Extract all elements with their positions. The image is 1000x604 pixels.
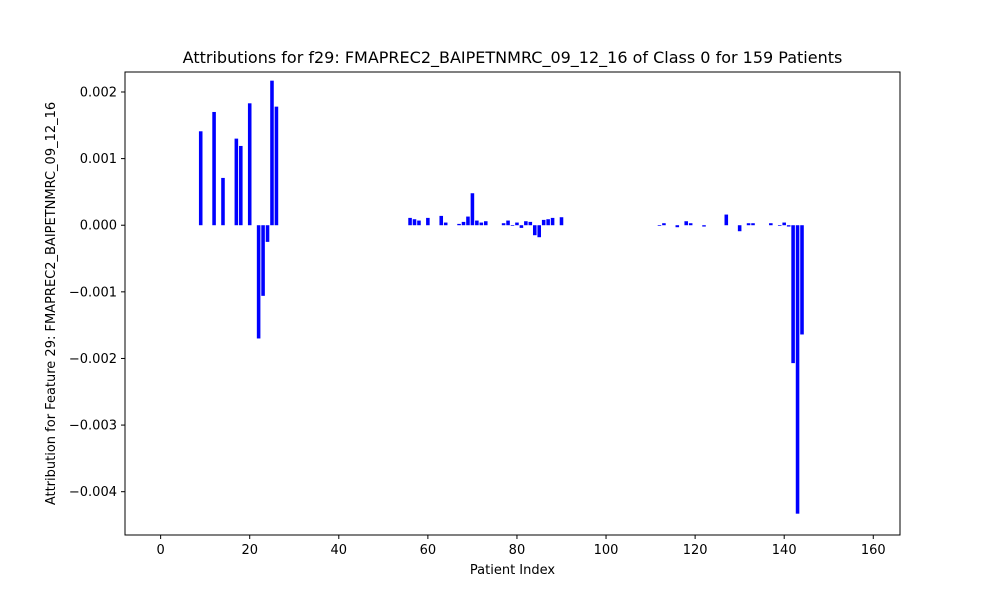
bar bbox=[800, 225, 804, 335]
y-tick-label: −0.004 bbox=[69, 485, 117, 500]
bar bbox=[265, 225, 270, 242]
bar bbox=[198, 131, 203, 226]
bar bbox=[412, 219, 417, 226]
bar bbox=[515, 222, 519, 226]
bar bbox=[546, 219, 550, 226]
bar bbox=[479, 222, 484, 226]
plot-frame bbox=[124, 71, 901, 536]
y-tick-label: 0.000 bbox=[80, 219, 117, 234]
bar bbox=[510, 225, 515, 226]
bar bbox=[408, 217, 412, 226]
bar bbox=[261, 225, 265, 296]
bar bbox=[737, 225, 742, 232]
bar bbox=[270, 80, 274, 226]
bar bbox=[724, 214, 729, 226]
bar bbox=[439, 215, 444, 226]
bar bbox=[782, 222, 786, 226]
x-tick-label: 80 bbox=[509, 543, 526, 558]
y-tick-label: 0.001 bbox=[80, 152, 117, 167]
bar bbox=[426, 217, 430, 226]
bar bbox=[769, 223, 773, 226]
bar bbox=[274, 106, 279, 226]
bar bbox=[795, 225, 800, 514]
x-tick-label: 160 bbox=[861, 543, 886, 558]
bar bbox=[524, 221, 528, 226]
bar bbox=[483, 221, 488, 226]
x-tick-label: 100 bbox=[594, 543, 619, 558]
bar bbox=[466, 216, 470, 226]
bar bbox=[457, 223, 461, 226]
y-tick-label: −0.003 bbox=[69, 419, 117, 434]
x-axis-label: Patient Index bbox=[470, 563, 555, 578]
bar bbox=[537, 225, 542, 238]
bar bbox=[470, 193, 475, 226]
bar bbox=[684, 221, 688, 226]
bar bbox=[221, 177, 225, 226]
bar bbox=[541, 219, 546, 226]
x-tick-label: 20 bbox=[241, 543, 258, 558]
y-tick-label: −0.002 bbox=[69, 352, 117, 367]
bar bbox=[550, 217, 555, 226]
bar bbox=[234, 138, 239, 226]
bar bbox=[532, 225, 537, 236]
bar bbox=[559, 217, 564, 226]
x-tick-label: 0 bbox=[156, 543, 164, 558]
bar bbox=[791, 225, 795, 364]
bar bbox=[675, 225, 680, 228]
x-tick-label: 140 bbox=[772, 543, 797, 558]
bar bbox=[519, 225, 524, 228]
bar bbox=[475, 220, 479, 226]
bars-group bbox=[198, 80, 804, 514]
x-tick-label: 120 bbox=[683, 543, 708, 558]
bar bbox=[751, 223, 755, 226]
bar bbox=[777, 225, 782, 226]
chart-title: Attributions for f29: FMAPREC2_BAIPETNMR… bbox=[183, 48, 843, 68]
x-tick-label: 60 bbox=[420, 543, 437, 558]
bar bbox=[212, 111, 216, 226]
bar bbox=[256, 225, 261, 339]
bar bbox=[501, 223, 506, 226]
bar bbox=[247, 103, 252, 226]
bar bbox=[239, 145, 243, 226]
y-tick-label: 0.002 bbox=[80, 85, 117, 100]
bar bbox=[662, 223, 666, 226]
bar bbox=[746, 223, 751, 226]
bar bbox=[786, 225, 791, 227]
x-axis: 0 20 40 60 80 100 120 140 160 bbox=[156, 535, 886, 558]
y-axis-label: Attribution for Feature 29: FMAPREC2_BAI… bbox=[44, 102, 59, 505]
y-axis: 0.002 0.001 0.000 −0.001 −0.002 −0.003 −0.004 bbox=[69, 85, 125, 500]
bar bbox=[506, 220, 510, 226]
bar bbox=[702, 225, 706, 227]
bar bbox=[657, 225, 662, 226]
bar bbox=[461, 221, 466, 226]
x-tick-label: 40 bbox=[331, 543, 348, 558]
bar bbox=[417, 220, 421, 226]
bar bbox=[443, 222, 448, 226]
bar bbox=[688, 223, 693, 226]
bar bbox=[528, 221, 533, 226]
y-tick-label: −0.001 bbox=[69, 285, 117, 300]
